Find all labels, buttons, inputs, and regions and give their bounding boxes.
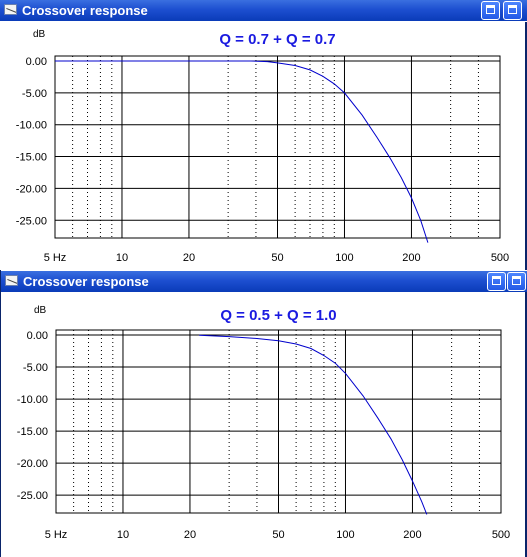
chart-title: Q = 0.5 + Q = 1.0 [220, 307, 336, 324]
response-curve [199, 334, 428, 515]
maximize-button[interactable] [487, 272, 506, 291]
y-tick-label: 0.00 [26, 56, 47, 68]
x-tick-label: 50 [271, 252, 283, 264]
response-curve [55, 60, 429, 243]
window-title: Crossover response [23, 274, 149, 289]
window-border [525, 292, 527, 557]
y-tick-label: -25.00 [16, 215, 47, 227]
maximize-button[interactable] [481, 1, 500, 20]
y-axis-label: dB [34, 305, 47, 316]
window-border [525, 22, 527, 270]
x-tick-label: 20 [183, 252, 195, 264]
x-tick-label: 100 [335, 252, 353, 264]
y-tick-label: -5.00 [22, 88, 47, 100]
x-tick-label: 500 [491, 252, 509, 264]
x-tick-label: 5 Hz [45, 529, 68, 541]
y-tick-label: 0.00 [27, 330, 48, 342]
x-tick-label: 200 [402, 252, 420, 264]
title-bar[interactable]: Crossover response [1, 271, 527, 292]
response-chart-2: 0.00 -5.00 -10.00 -15.00 -20.00 -25.00 5 Hz 10 2… [17, 305, 510, 541]
x-tick-label: 10 [117, 529, 129, 541]
x-tick-label: 10 [116, 252, 128, 264]
y-tick-label: -10.00 [16, 120, 47, 132]
restore-button[interactable] [507, 272, 526, 291]
chart-title: Q = 0.7 + Q = 0.7 [219, 31, 335, 48]
title-bar[interactable]: Crossover response [0, 0, 527, 21]
restore-icon [512, 276, 521, 285]
y-tick-label: -20.00 [16, 183, 47, 195]
window-icon[interactable] [4, 4, 17, 15]
y-tick-label: -15.00 [16, 152, 47, 164]
x-tick-label: 5 Hz [44, 252, 67, 264]
response-chart-1: 0.00 -5.00 -10.00 -15.00 -20.00 -25.00 5 Hz 10 2… [16, 29, 509, 264]
restore-icon [508, 5, 517, 14]
x-tick-label: 50 [272, 529, 284, 541]
window-title: Crossover response [22, 3, 148, 18]
crossover-window-2: Crossover response 0.00 -5.00 -10.00 -15.00… [0, 270, 527, 557]
x-tick-label: 200 [403, 529, 421, 541]
x-tick-label: 500 [492, 529, 510, 541]
y-tick-label: -20.00 [17, 458, 48, 470]
maximize-icon [492, 276, 501, 285]
y-tick-label: -25.00 [17, 490, 48, 502]
y-tick-label: -15.00 [17, 426, 48, 438]
x-tick-label: 100 [336, 529, 354, 541]
y-axis-label: dB [33, 29, 46, 40]
restore-button[interactable] [503, 1, 522, 20]
window-icon[interactable] [5, 275, 18, 286]
maximize-icon [486, 5, 495, 14]
y-tick-label: -5.00 [23, 362, 48, 374]
crossover-window-1: Crossover response 0.00 -5.00 -10.00 -15.00… [0, 0, 527, 270]
x-tick-label: 20 [184, 529, 196, 541]
y-tick-label: -10.00 [17, 394, 48, 406]
